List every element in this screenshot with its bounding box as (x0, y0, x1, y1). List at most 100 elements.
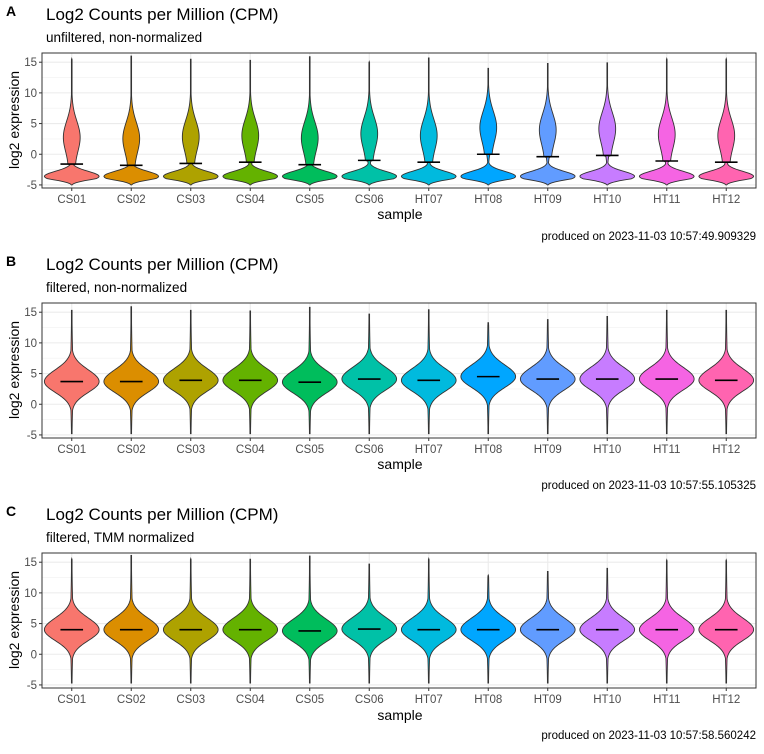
x-tick-label: HT08 (474, 194, 502, 206)
plot-border (41, 302, 757, 439)
violin-cs06 (341, 313, 398, 435)
violin-cs05 (281, 56, 338, 186)
panel-a-tag: A (6, 3, 16, 19)
panel-b-xlabel: sample (377, 456, 422, 472)
x-tick-label: CS04 (236, 194, 265, 206)
violin-cs01 (43, 309, 100, 435)
panel-a-ylabel: log2 expression (6, 71, 22, 169)
x-tick-label: CS04 (236, 694, 265, 706)
plot-border (41, 52, 757, 189)
violin-cs01 (43, 557, 100, 684)
y-tick-label: 15 (24, 307, 37, 319)
x-tick-label: HT09 (534, 194, 562, 206)
x-tick-label: CS03 (176, 694, 205, 706)
panel-b: B Log2 Counts per Million (CPM) filtered… (6, 253, 757, 492)
panel-c-xlabel: sample (377, 707, 422, 723)
x-tick-label: CS05 (295, 694, 324, 706)
x-tick-label: HT10 (593, 694, 621, 706)
violin-ht07 (400, 57, 457, 186)
panel-b-title: Log2 Counts per Million (CPM) (46, 255, 278, 274)
x-tick-label: CS03 (176, 194, 205, 206)
x-tick-label: CS03 (176, 444, 205, 456)
panel-c-caption: produced on 2023-11-03 10:57:58.560242 (541, 730, 756, 742)
panel-a-plot: -5 0 5 10 15 CS01 CS02 CS03 CS04 CS05 CS06 HT07 HT08… (24, 52, 757, 206)
violin-cs04 (222, 558, 279, 684)
x-tick-label: CS02 (117, 694, 146, 706)
violin-cs04 (222, 59, 279, 186)
plot-background (42, 303, 756, 438)
x-tick-label: HT07 (415, 194, 443, 206)
x-tick-label: CS06 (355, 194, 384, 206)
x-tick-label: CS04 (236, 444, 265, 456)
x-tick-label: HT09 (534, 694, 562, 706)
y-tick-label: 5 (31, 119, 37, 131)
panel-b-caption: produced on 2023-11-03 10:57:55.105325 (541, 480, 756, 492)
violin-ht12 (698, 309, 755, 435)
panel-c-subtitle: filtered, TMM normalized (46, 530, 194, 545)
x-tick-label: HT11 (653, 694, 680, 706)
x-tick-label: CS05 (295, 194, 324, 206)
violin-ht07 (400, 309, 457, 435)
x-tick-label: HT12 (712, 194, 740, 206)
panel-a-caption: produced on 2023-11-03 10:57:49.909329 (541, 231, 756, 243)
x-tick-label: CS05 (295, 444, 324, 456)
x-tick-label: HT07 (415, 444, 443, 456)
panel-b-subtitle: filtered, non-normalized (46, 280, 187, 295)
y-tick-label: 0 (31, 149, 37, 161)
violin-ht08 (460, 67, 517, 186)
x-tick-label: HT10 (593, 194, 621, 206)
x-tick-label: HT12 (712, 694, 740, 706)
y-tick-label: 15 (24, 57, 37, 69)
panel-c-ylabel: log2 expression (6, 571, 22, 669)
x-tick-label: CS06 (355, 694, 384, 706)
panel-c-tag: C (6, 503, 16, 519)
y-tick-label: 0 (31, 649, 37, 661)
violin-ht10 (579, 62, 635, 186)
y-tick-label: 5 (31, 369, 37, 381)
x-tick-label: HT12 (712, 444, 740, 456)
violin-ht09 (519, 319, 576, 435)
plot-background (42, 553, 756, 688)
y-tick-label: 5 (31, 619, 37, 631)
violin-cs03 (162, 58, 219, 186)
violin-cs03 (162, 557, 219, 684)
violin-ht12 (698, 57, 755, 186)
plot-border (41, 552, 757, 689)
x-tick-label: CS01 (57, 194, 86, 206)
violin-ht12 (698, 558, 755, 684)
violin-ht11 (638, 558, 695, 684)
x-tick-label: HT11 (653, 194, 680, 206)
violin-cs06 (341, 60, 398, 186)
panel-a: A Log2 Counts per Million (CPM) unfilter… (6, 3, 757, 243)
x-tick-label: CS06 (355, 444, 384, 456)
y-tick-label: -5 (27, 680, 37, 692)
panel-b-plot: -5 0 5 10 15 CS01 CS02 CS03 CS04 CS05 CS06 HT07 HT08… (24, 302, 757, 456)
violin-cs05 (281, 306, 338, 435)
x-tick-label: CS01 (57, 444, 86, 456)
x-tick-label: HT11 (653, 444, 680, 456)
panel-c: C Log2 Counts per Million (CPM) filtered… (6, 503, 757, 742)
violin-cs02 (103, 55, 160, 186)
violin-cs02 (103, 555, 160, 684)
panel-a-subtitle: unfiltered, non-normalized (46, 30, 202, 45)
violin-cs01 (43, 57, 100, 186)
violin-ht07 (400, 557, 457, 684)
y-tick-label: -5 (27, 180, 37, 192)
panel-a-title: Log2 Counts per Million (CPM) (46, 5, 278, 24)
panel-b-tag: B (6, 253, 16, 269)
violin-cs02 (103, 306, 160, 435)
violin-ht09 (520, 62, 576, 186)
x-tick-label: HT08 (474, 444, 502, 456)
y-tick-label: 15 (24, 557, 37, 569)
panel-b-ylabel: log2 expression (6, 321, 22, 419)
violin-cs03 (162, 309, 219, 435)
y-tick-label: 10 (24, 338, 37, 350)
x-tick-label: CS02 (117, 444, 146, 456)
y-tick-label: 10 (24, 88, 37, 100)
violin-ht08 (460, 322, 517, 435)
x-tick-label: CS01 (57, 694, 86, 706)
y-tick-label: 10 (24, 588, 37, 600)
x-tick-label: HT10 (593, 444, 621, 456)
x-tick-label: HT09 (534, 444, 562, 456)
